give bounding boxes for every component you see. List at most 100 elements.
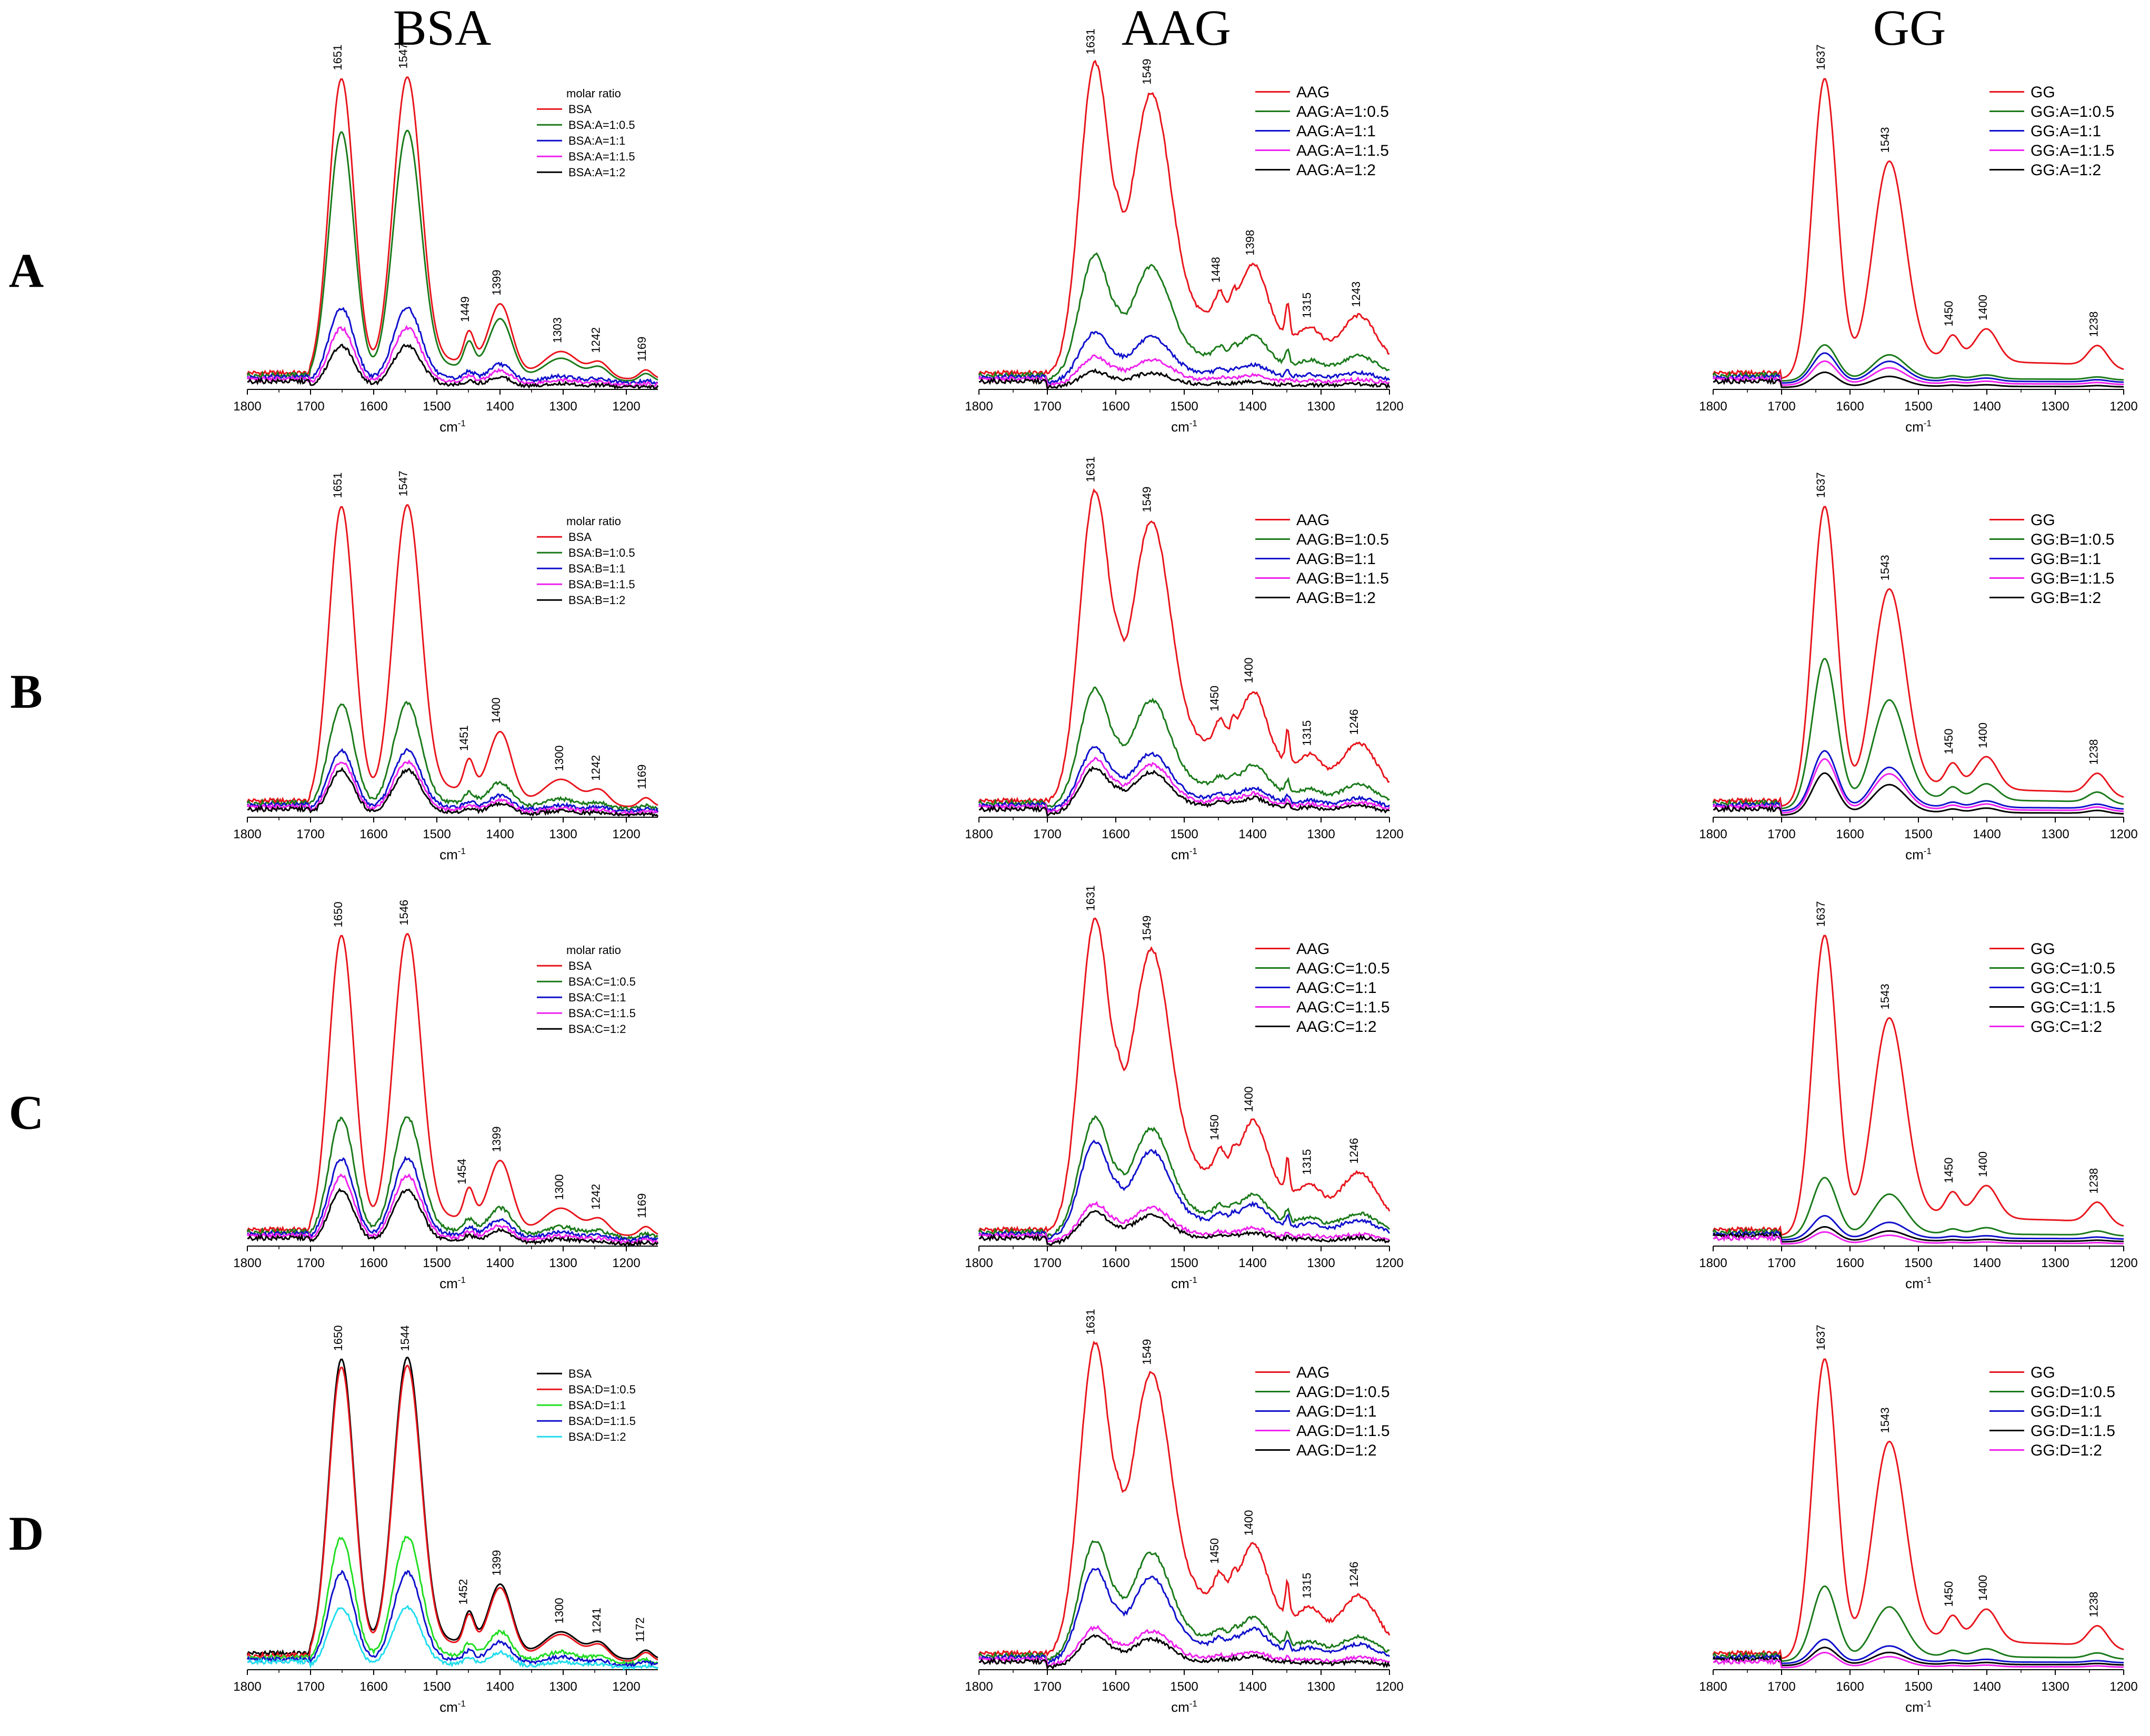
peak-label: 1549 bbox=[1140, 59, 1153, 85]
series-line bbox=[246, 1116, 658, 1240]
x-tick-label: 1600 bbox=[1102, 1256, 1129, 1270]
x-tick-label: 1200 bbox=[612, 1680, 640, 1694]
x-tick-label: 1600 bbox=[1102, 1680, 1129, 1694]
peak-label: 1450 bbox=[1942, 301, 1955, 327]
legend-entry: AAG:D=1:1 bbox=[1296, 1403, 1377, 1420]
peak-label: 1451 bbox=[457, 725, 471, 751]
row-label-d: D bbox=[9, 1507, 44, 1560]
panel-gg-a: 1800 1700 1600 1500 1400 1300 1200 cm-1 1637 1543… bbox=[1699, 44, 2137, 435]
series-line bbox=[246, 76, 658, 379]
series-line bbox=[1712, 658, 2124, 810]
peak-label: 1543 bbox=[1878, 1407, 1892, 1433]
x-tick-label: 1200 bbox=[2109, 827, 2137, 841]
x-tick-label: 1300 bbox=[549, 827, 577, 841]
peak-label: 1400 bbox=[1242, 1510, 1255, 1536]
legend-entry: BSA:C=1:0.5 bbox=[568, 975, 636, 988]
legend-entry: BSA:B=1:1 bbox=[568, 562, 625, 575]
legend-entry: BSA:A=1:1.5 bbox=[568, 150, 635, 163]
peak-label: 1450 bbox=[1942, 729, 1955, 755]
legend-title: molar ratio bbox=[566, 87, 621, 100]
x-axis-label: cm-1 bbox=[1171, 418, 1197, 435]
legend-entry: AAG:A=1:1 bbox=[1296, 123, 1376, 140]
legend-entry: GG:D=1:1.5 bbox=[2031, 1422, 2115, 1440]
x-tick-label: 1200 bbox=[2109, 399, 2137, 414]
series-line bbox=[978, 1139, 1391, 1241]
peak-label: 1637 bbox=[1814, 44, 1827, 70]
legend-entry: BSA:A=1:0.5 bbox=[568, 118, 635, 132]
legend-entry: BSA bbox=[568, 103, 592, 116]
legend-entry: AAG bbox=[1296, 1364, 1329, 1381]
peak-label: 1315 bbox=[1301, 1573, 1314, 1599]
peak-label: 1454 bbox=[455, 1159, 468, 1185]
legend-entry: BSA:B=1:0.5 bbox=[568, 546, 635, 559]
x-tick-label: 1600 bbox=[359, 1256, 387, 1270]
panel-gg-c: 1800 1700 1600 1500 1400 1300 1200 cm-1 1637 1543… bbox=[1699, 901, 2137, 1291]
legend: molar ratio BSA BSA:B=1:0.5 BSA:B=1:1 BSA:B=… bbox=[537, 515, 635, 607]
row-label-c: C bbox=[9, 1086, 44, 1139]
legend-entry: AAG bbox=[1296, 940, 1329, 958]
x-tick-label: 1500 bbox=[1904, 1256, 1932, 1270]
legend-entry: GG bbox=[2031, 511, 2055, 529]
legend-entry: AAG:A=1:1.5 bbox=[1296, 142, 1389, 159]
legend-entry: AAG:C=1:2 bbox=[1296, 1018, 1377, 1036]
series-line bbox=[246, 1536, 658, 1667]
legend: GG GG:D=1:0.5 GG:D=1:1 GG:D=1:1.5 GG:D=1:2 bbox=[1989, 1364, 2115, 1459]
x-tick-label: 1400 bbox=[486, 1680, 514, 1694]
panels: 1800 1700 1600 1500 1400 1300 1200 cm-1 1651 1547… bbox=[233, 28, 2137, 1715]
series-line bbox=[247, 343, 659, 390]
x-tick-label: 1500 bbox=[423, 827, 451, 841]
peak-label: 1651 bbox=[331, 473, 344, 498]
peak-label: 1450 bbox=[1208, 686, 1221, 711]
x-tick-label: 1700 bbox=[296, 1680, 324, 1694]
legend-entry: GG:A=1:2 bbox=[2031, 162, 2101, 179]
x-tick-label: 1200 bbox=[612, 827, 640, 841]
peak-label: 1243 bbox=[1349, 282, 1363, 307]
peak-label: 1450 bbox=[1942, 1581, 1955, 1607]
x-tick-label: 1700 bbox=[1767, 1256, 1795, 1270]
peak-label: 1246 bbox=[1347, 1138, 1361, 1164]
x-tick-label: 1800 bbox=[233, 827, 261, 841]
legend-entry: AAG:C=1:1 bbox=[1296, 979, 1377, 997]
peak-label: 1238 bbox=[2087, 312, 2101, 337]
panel-aag-b: 1800 1700 1600 1500 1400 1300 1200 cm-1 1631 1549… bbox=[965, 456, 1403, 862]
legend-entry: AAG:B=1:0.5 bbox=[1296, 531, 1389, 548]
series-line bbox=[246, 748, 659, 814]
legend-entry: GG:A=1:0.5 bbox=[2031, 103, 2114, 121]
x-tick-label: 1500 bbox=[423, 1256, 451, 1270]
legend-entry: BSA:C=1:1 bbox=[568, 991, 626, 1004]
legend-entry: AAG:D=1:1.5 bbox=[1296, 1422, 1390, 1440]
peak-label: 1399 bbox=[490, 1127, 503, 1152]
legend-title: molar ratio bbox=[566, 515, 621, 528]
legend: molar ratio BSA BSA:A=1:0.5 BSA:A=1:1 BSA:A=… bbox=[537, 87, 635, 179]
x-axis-label: cm-1 bbox=[1171, 1275, 1197, 1291]
peak-label: 1543 bbox=[1878, 127, 1892, 153]
x-tick-label: 1500 bbox=[1170, 1680, 1198, 1694]
peak-label: 1651 bbox=[331, 45, 344, 71]
x-tick-label: 1300 bbox=[1307, 399, 1335, 414]
panel-bsa-b: 1800 1700 1600 1500 1400 1300 1200 cm-1 1651 1547… bbox=[233, 470, 659, 862]
x-tick-label: 1700 bbox=[296, 399, 324, 414]
legend-entry: GG bbox=[2031, 84, 2055, 101]
series-line bbox=[978, 1540, 1390, 1662]
x-tick-label: 1200 bbox=[612, 1256, 640, 1270]
legend-entry: GG bbox=[2031, 1364, 2055, 1381]
peak-label: 1650 bbox=[332, 901, 345, 927]
x-tick-label: 1600 bbox=[1836, 399, 1864, 414]
peak-label: 1547 bbox=[397, 43, 410, 68]
x-tick-label: 1300 bbox=[549, 399, 577, 414]
peak-label: 1631 bbox=[1084, 28, 1097, 54]
legend-entry: AAG:B=1:1 bbox=[1296, 550, 1376, 568]
legend-entry: AAG:B=1:2 bbox=[1296, 589, 1376, 607]
x-axis-label: cm-1 bbox=[439, 1699, 466, 1715]
x-tick-label: 1300 bbox=[2041, 1680, 2069, 1694]
panel-bsa-d: 1800 1700 1600 1500 1400 1300 1200 cm-1 1650 1544… bbox=[233, 1325, 659, 1715]
panel-aag-c: 1800 1700 1600 1500 1400 1300 1200 cm-1 1631 1549… bbox=[965, 885, 1403, 1291]
x-tick-label: 1200 bbox=[1375, 1256, 1403, 1270]
peak-label: 1450 bbox=[1942, 1158, 1955, 1183]
legend-entry: BSA:C=1:2 bbox=[568, 1022, 626, 1036]
legend-title: molar ratio bbox=[566, 944, 621, 957]
x-axis-label: cm-1 bbox=[439, 846, 466, 862]
series-line bbox=[978, 686, 1390, 808]
peak-label: 1452 bbox=[457, 1579, 470, 1605]
